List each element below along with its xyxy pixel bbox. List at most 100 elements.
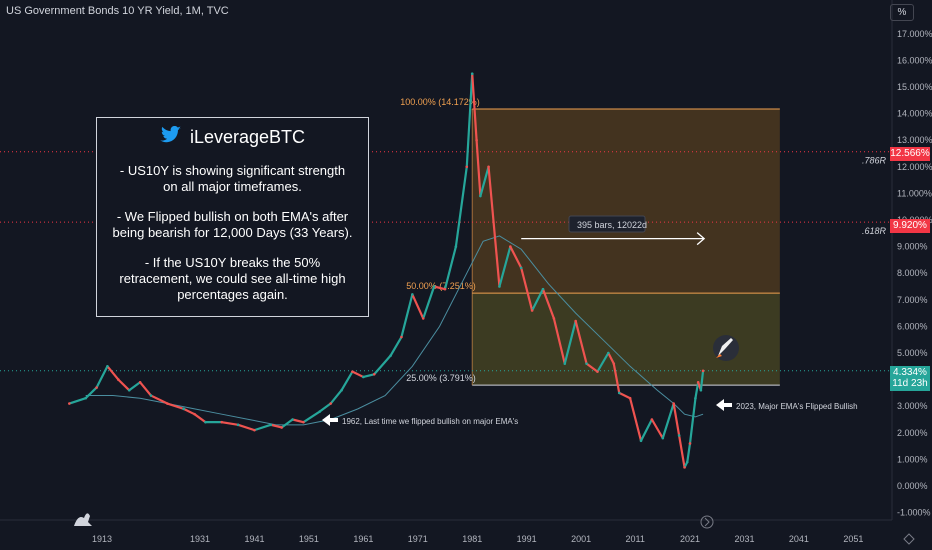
annotation-note[interactable]: iLeverageBTC - US10Y is showing signific… <box>96 117 369 317</box>
price-point <box>421 317 425 320</box>
tradingview-logo-icon <box>74 513 92 526</box>
price-point <box>672 402 675 405</box>
price-segment <box>563 319 577 365</box>
price-point <box>685 460 689 464</box>
price-point <box>701 369 705 373</box>
price-point <box>149 394 153 397</box>
price-point <box>498 285 501 288</box>
replay-arrow-icon <box>704 517 710 527</box>
y-tick-label: 12.000% <box>897 162 932 172</box>
y-tick-label: 11.000% <box>897 188 932 198</box>
x-tick-label: 1981 <box>462 534 482 544</box>
y-tick-label: 17.000% <box>897 29 932 39</box>
price-segment <box>106 365 120 381</box>
note-line: percentages again. <box>177 287 288 302</box>
price-tag-last: 4.334% <box>890 366 930 380</box>
price-point <box>563 362 567 365</box>
price-segment <box>686 442 692 464</box>
price-point <box>661 436 665 440</box>
price-segment <box>237 423 256 432</box>
price-segment <box>149 394 169 405</box>
rocket-icon <box>718 338 733 356</box>
x-tick-label: 2021 <box>680 534 700 544</box>
price-point <box>519 266 523 270</box>
price-segment <box>699 369 705 392</box>
note-line: - US10Y is showing significant strength <box>119 163 346 178</box>
y-tick-label: 7.000% <box>897 295 928 305</box>
range-label-box <box>568 215 646 233</box>
price-point <box>487 165 490 169</box>
price-segment <box>552 317 566 365</box>
price-point <box>95 386 98 389</box>
y-tick-label: 9.000% <box>897 242 928 252</box>
price-segment <box>639 418 653 442</box>
price-segment <box>612 362 621 394</box>
price-segment <box>318 402 332 413</box>
price-segment <box>84 386 98 400</box>
price-point <box>530 309 534 312</box>
note-line: being bearish for 12,000 Days (33 Years)… <box>112 225 353 240</box>
price-segment <box>509 245 523 269</box>
price-point <box>389 354 392 357</box>
x-tick-label: 1951 <box>299 534 319 544</box>
price-point <box>117 378 120 381</box>
price-point <box>475 138 478 142</box>
y-tick-label: 2.000% <box>897 428 928 438</box>
fib-100-label: 100.00% (14.172%) <box>400 97 480 107</box>
price-point <box>479 194 482 198</box>
note-handle: iLeverageBTC <box>189 127 306 147</box>
price-segment <box>454 165 468 248</box>
price-segment <box>329 389 343 405</box>
price-point <box>650 418 654 421</box>
percent-scale-button[interactable]: % <box>890 4 914 21</box>
price-point <box>236 423 240 427</box>
note-line: retracement, we could see all-time high <box>119 271 346 286</box>
price-segment <box>389 335 403 357</box>
price-segment <box>280 418 294 429</box>
x-tick-label: 1931 <box>190 534 210 544</box>
price-segment <box>182 407 196 416</box>
price-point <box>106 365 109 368</box>
chart-title: US Government Bonds 10 YR Yield, 1M, TVC <box>6 5 229 17</box>
y-tick-label: 15.000% <box>897 82 932 92</box>
price-segment <box>253 423 272 432</box>
price-point <box>68 402 71 405</box>
settings-icon <box>903 533 915 545</box>
price-segment <box>607 351 615 365</box>
price-segment <box>465 72 474 168</box>
price-point <box>372 372 376 376</box>
price-tag-786: 12.566% <box>890 147 930 161</box>
price-point <box>443 287 447 291</box>
x-tick-label: 1961 <box>353 534 373 544</box>
price-point <box>541 287 545 291</box>
flip-1962-label: 1962, Last time we flipped bullish on ma… <box>342 417 518 426</box>
price-segment <box>362 373 376 379</box>
price-segment <box>672 402 681 437</box>
price-point <box>612 362 616 365</box>
price-point <box>400 335 403 339</box>
price-point <box>683 466 686 469</box>
price-point <box>574 319 577 323</box>
price-segment <box>541 288 555 320</box>
price-point <box>269 423 273 427</box>
price-point <box>166 402 169 405</box>
price-segment <box>411 293 425 320</box>
price-segment <box>422 285 436 320</box>
price-segment <box>471 72 478 142</box>
y-tick-label: 3.000% <box>897 401 928 411</box>
price-point <box>127 388 131 392</box>
range-arrow-head <box>696 232 706 246</box>
price-segment <box>373 354 392 376</box>
rocket-flame-icon <box>716 354 722 358</box>
price-point <box>699 388 703 392</box>
range-label: 395 bars, 12022d <box>577 220 647 230</box>
price-point <box>138 380 142 384</box>
price-point <box>318 410 322 413</box>
price-segment <box>291 418 305 424</box>
price-point <box>607 351 610 355</box>
y-tick-label: 1.000% <box>897 454 928 464</box>
price-segment <box>351 370 365 379</box>
price-segment <box>128 381 142 392</box>
price-point <box>696 380 700 384</box>
